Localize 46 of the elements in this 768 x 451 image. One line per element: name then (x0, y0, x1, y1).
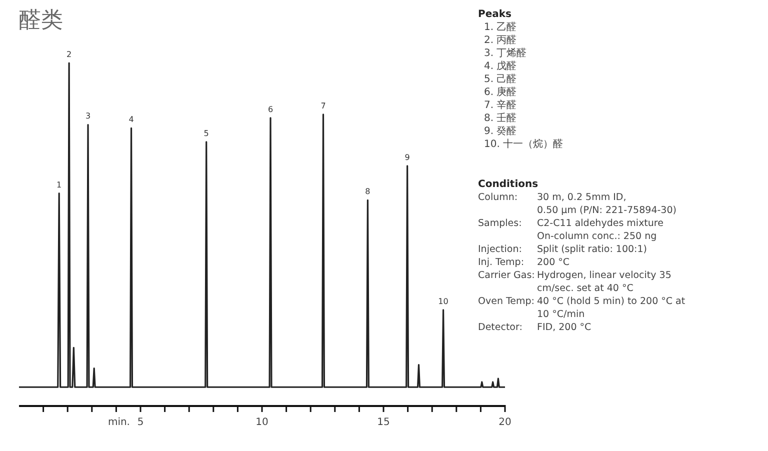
text: 2. 丙醛 (484, 34, 517, 46)
annotation: 8 (365, 187, 370, 196)
text: Hydrogen, linear velocity 35 (537, 270, 672, 281)
annotation: 4 (128, 115, 134, 124)
x-tick-label: 20 (498, 417, 512, 428)
annotation: 9. 癸醛 (484, 125, 517, 137)
annotation: 5 (204, 128, 209, 138)
text: FID, 200 °C (537, 322, 592, 333)
text: On-column conc.: 250 ng (537, 231, 657, 242)
annotation: 2 (66, 50, 72, 59)
annotation: Carrier Gas: (478, 270, 535, 281)
annotation: Samples: (478, 218, 522, 229)
chart-title: 醛类 (19, 8, 63, 33)
annotation: Conditions (478, 179, 538, 190)
annotation: 5. 己醛 (484, 73, 517, 85)
x-tick-label: 15 (377, 417, 390, 428)
text: 30 m, 0.2 5mm ID, (537, 192, 626, 203)
text: Peaks (478, 9, 512, 20)
text: 10 °C/min (537, 309, 585, 320)
annotation: Detector: (478, 322, 522, 333)
annotation: Oven Temp: (478, 296, 535, 307)
annotation: 9 (404, 152, 410, 162)
x-tick-label: 5 (137, 417, 144, 428)
annotation: Inj. Temp: (478, 257, 524, 268)
annotation: Column: (478, 192, 518, 203)
annotation: Injection: (478, 244, 522, 255)
text: C2-C11 aldehydes mixture (537, 218, 664, 229)
text: 1. 乙醛 (484, 21, 517, 33)
text: Split (split ratio: 100:1) (537, 244, 648, 255)
annotation: 3 (85, 112, 91, 121)
text: 200 °C (537, 257, 570, 268)
annotation: 1 (56, 180, 62, 190)
annotation: 4. 戊醛 (484, 60, 517, 72)
text: cm/sec. set at 40 °C (537, 283, 634, 294)
text: 3. 丁烯醛 (484, 47, 527, 59)
annotation: 6. 庚醛 (484, 86, 517, 98)
text: 0.50 µm (P/N: 221-75894-30) (537, 205, 676, 216)
x-axis-title: min. (108, 417, 130, 428)
x-tick-label: 10 (256, 417, 268, 428)
annotation: 10. 十一（烷）醛 (484, 138, 564, 150)
annotation: 7 (320, 101, 326, 110)
annotation: 8. 壬醛 (484, 112, 517, 124)
annotation: 6 (268, 104, 274, 114)
annotation: 10 (438, 296, 448, 306)
text: 40 °C (hold 5 min) to 200 °C at (537, 296, 686, 307)
annotation: 7. 辛醛 (484, 99, 517, 111)
